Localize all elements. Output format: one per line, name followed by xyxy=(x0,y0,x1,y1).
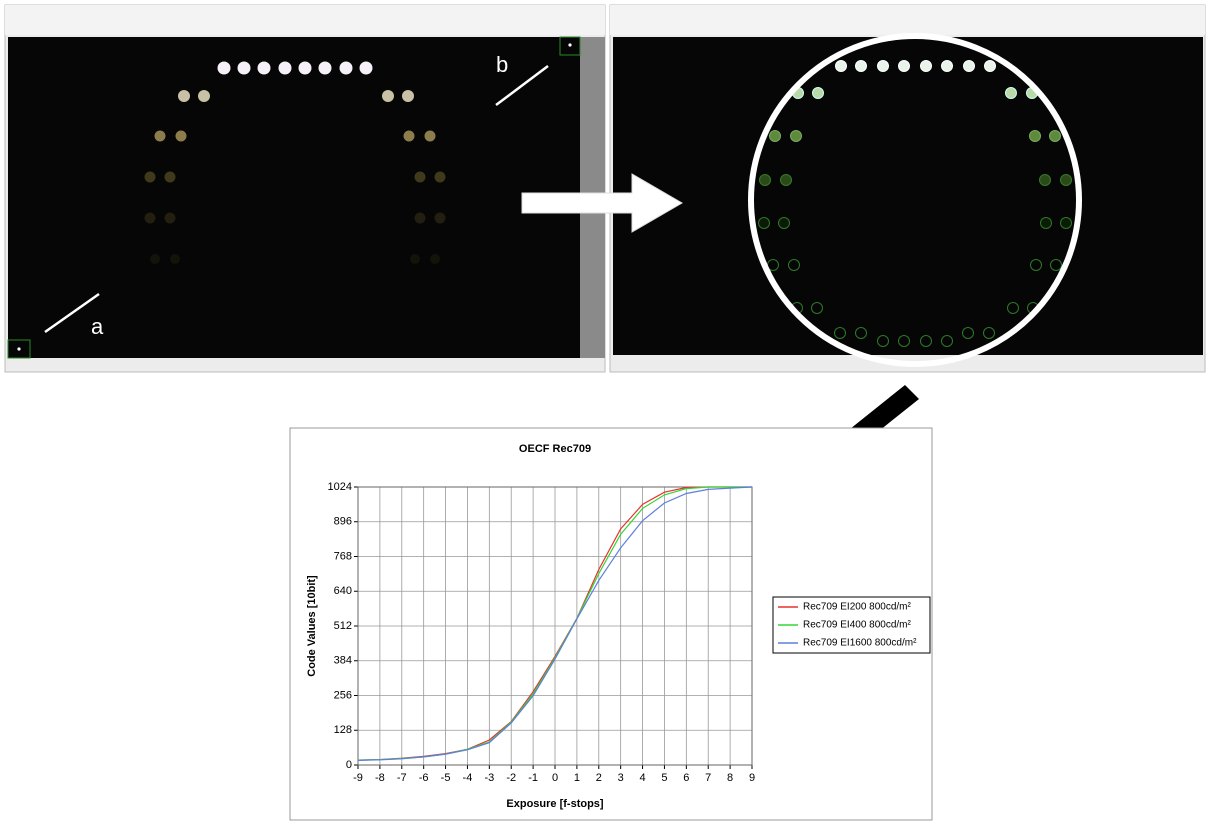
patch-dot xyxy=(781,175,792,186)
patch-dot xyxy=(299,62,312,75)
y-tick-label: 128 xyxy=(334,724,352,736)
patch-dot xyxy=(150,254,160,264)
y-tick-label: 0 xyxy=(346,759,352,771)
patch-dot xyxy=(404,131,415,142)
x-tick-label: -1 xyxy=(528,772,538,784)
x-tick-label: -7 xyxy=(397,772,407,784)
patch-dot xyxy=(238,62,251,75)
patch-dot xyxy=(964,61,975,72)
y-axis-label: Code Values [10bit] xyxy=(306,575,318,677)
y-tick-label: 768 xyxy=(334,550,352,562)
x-tick-label: 2 xyxy=(596,772,602,784)
patch-dot xyxy=(1061,175,1072,186)
patch-dot xyxy=(415,172,426,183)
patch-dot xyxy=(1061,218,1072,229)
screenshot-right xyxy=(610,5,1205,372)
x-tick-label: -9 xyxy=(353,772,363,784)
patch-dot xyxy=(899,61,910,72)
x-tick-label: -5 xyxy=(441,772,451,784)
x-tick-label: 5 xyxy=(661,772,667,784)
patch-dot xyxy=(410,254,420,264)
patch-dot xyxy=(165,213,176,224)
screenshot-left: a b xyxy=(5,5,605,372)
patch-dot xyxy=(415,213,426,224)
patch-dot xyxy=(791,131,802,142)
x-axis-label: Exposure [f-stops] xyxy=(506,798,604,810)
patch-dot xyxy=(435,172,446,183)
marker-dot xyxy=(568,43,571,46)
patch-dot xyxy=(176,131,187,142)
x-tick-label: 1 xyxy=(574,772,580,784)
image-view xyxy=(613,37,1203,355)
patch-dot xyxy=(402,90,414,102)
patch-dot xyxy=(836,61,847,72)
patch-dot xyxy=(145,172,156,183)
patch-dot xyxy=(435,213,446,224)
patch-dot xyxy=(1050,131,1061,142)
patch-dot xyxy=(878,61,889,72)
patch-dot xyxy=(1040,175,1051,186)
legend-label: Rec709 EI1600 800cd/m² xyxy=(803,638,917,649)
x-tick-label: -4 xyxy=(463,772,473,784)
patch-dot xyxy=(813,88,824,99)
x-tick-label: -3 xyxy=(484,772,494,784)
y-tick-label: 512 xyxy=(334,620,352,632)
patch-dot xyxy=(430,254,440,264)
toolbar xyxy=(5,5,605,35)
image-view xyxy=(8,37,580,358)
panel-label: a xyxy=(91,314,104,339)
x-tick-label: -8 xyxy=(375,772,385,784)
y-tick-label: 640 xyxy=(334,585,352,597)
patch-dot xyxy=(198,90,210,102)
legend-label: Rec709 EI400 800cd/m² xyxy=(803,620,912,631)
patch-dot xyxy=(921,61,932,72)
patch-dot xyxy=(279,62,292,75)
patch-dot xyxy=(1030,131,1041,142)
x-tick-label: -6 xyxy=(419,772,429,784)
x-tick-label: 0 xyxy=(552,772,558,784)
patch-dot xyxy=(258,62,271,75)
x-tick-label: 7 xyxy=(705,772,711,784)
marker-dot xyxy=(17,347,20,350)
y-tick-label: 1024 xyxy=(328,481,352,493)
patch-dot xyxy=(178,90,190,102)
toolbar xyxy=(610,5,1205,35)
patch-dot xyxy=(1006,88,1017,99)
patch-dot xyxy=(779,218,790,229)
patch-dot xyxy=(760,175,771,186)
patch-dot xyxy=(382,90,394,102)
patch-dot xyxy=(360,62,373,75)
y-tick-label: 384 xyxy=(334,655,352,667)
x-tick-label: 6 xyxy=(683,772,689,784)
y-tick-label: 256 xyxy=(334,689,352,701)
x-tick-label: 8 xyxy=(727,772,733,784)
patch-dot xyxy=(155,131,166,142)
patch-dot xyxy=(759,218,770,229)
patch-dot xyxy=(942,61,953,72)
chart-title: OECF Rec709 xyxy=(519,443,591,455)
patch-dot xyxy=(856,61,867,72)
panel-label: b xyxy=(496,52,508,77)
figure: a b OECF Rec709 Exposure [f-stops] Code … xyxy=(0,0,1208,823)
patch-dot xyxy=(340,62,353,75)
x-tick-label: 4 xyxy=(639,772,645,784)
patch-dot xyxy=(218,62,231,75)
legend-label: Rec709 EI200 800cd/m² xyxy=(803,602,912,613)
patch-dot xyxy=(985,61,996,72)
patch-dot xyxy=(1041,218,1052,229)
patch-dot xyxy=(425,131,436,142)
patch-dot xyxy=(319,62,332,75)
y-tick-label: 896 xyxy=(334,516,352,528)
x-tick-label: 3 xyxy=(618,772,624,784)
patch-dot xyxy=(145,213,156,224)
x-tick-label: -2 xyxy=(506,772,516,784)
patch-dot xyxy=(170,254,180,264)
x-tick-label: 9 xyxy=(749,772,755,784)
patch-dot xyxy=(165,172,176,183)
patch-dot xyxy=(770,131,781,142)
